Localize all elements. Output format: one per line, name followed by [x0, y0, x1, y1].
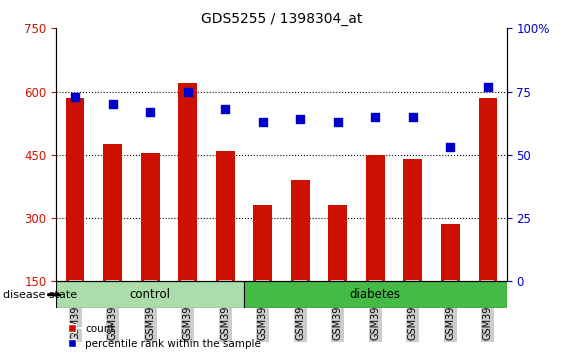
- Bar: [66, 98, 84, 281]
- Text: GSM399114: GSM399114: [408, 281, 418, 340]
- Text: GSM399092: GSM399092: [70, 281, 80, 341]
- Bar: [178, 83, 197, 281]
- Text: GSM399093: GSM399093: [108, 281, 118, 340]
- Text: GSM399112: GSM399112: [370, 281, 381, 341]
- Point: [371, 114, 380, 120]
- Point: [333, 119, 342, 125]
- Bar: [366, 155, 385, 281]
- Text: GSM399099: GSM399099: [220, 281, 230, 340]
- Text: GSM399102: GSM399102: [258, 281, 268, 341]
- Bar: [253, 205, 272, 281]
- Bar: [291, 180, 310, 281]
- Bar: [103, 144, 122, 281]
- Text: diabetes: diabetes: [350, 288, 401, 301]
- Point: [221, 107, 230, 112]
- Point: [146, 109, 155, 115]
- Bar: [56, 281, 244, 308]
- Legend: count, percentile rank within the sample: count, percentile rank within the sample: [61, 324, 261, 349]
- Point: [258, 119, 267, 125]
- Point: [70, 94, 79, 99]
- Point: [408, 114, 417, 120]
- Point: [484, 84, 493, 89]
- Point: [446, 144, 455, 150]
- Text: GSM399104: GSM399104: [295, 281, 305, 340]
- Point: [108, 101, 117, 107]
- Text: GSM399109: GSM399109: [333, 281, 343, 340]
- Bar: [479, 98, 497, 281]
- Text: control: control: [129, 288, 171, 301]
- Text: GSM399096: GSM399096: [145, 281, 155, 340]
- Bar: [244, 281, 507, 308]
- Bar: [404, 159, 422, 281]
- Text: GSM399098: GSM399098: [182, 281, 193, 340]
- Text: disease state: disease state: [3, 290, 77, 300]
- Bar: [141, 153, 159, 281]
- Text: GSM399115: GSM399115: [445, 281, 455, 341]
- Bar: [216, 151, 235, 281]
- Point: [183, 89, 192, 95]
- Title: GDS5255 / 1398304_at: GDS5255 / 1398304_at: [201, 12, 362, 26]
- Point: [296, 116, 305, 122]
- Text: GSM399116: GSM399116: [483, 281, 493, 340]
- Bar: [441, 224, 460, 281]
- Bar: [328, 205, 347, 281]
